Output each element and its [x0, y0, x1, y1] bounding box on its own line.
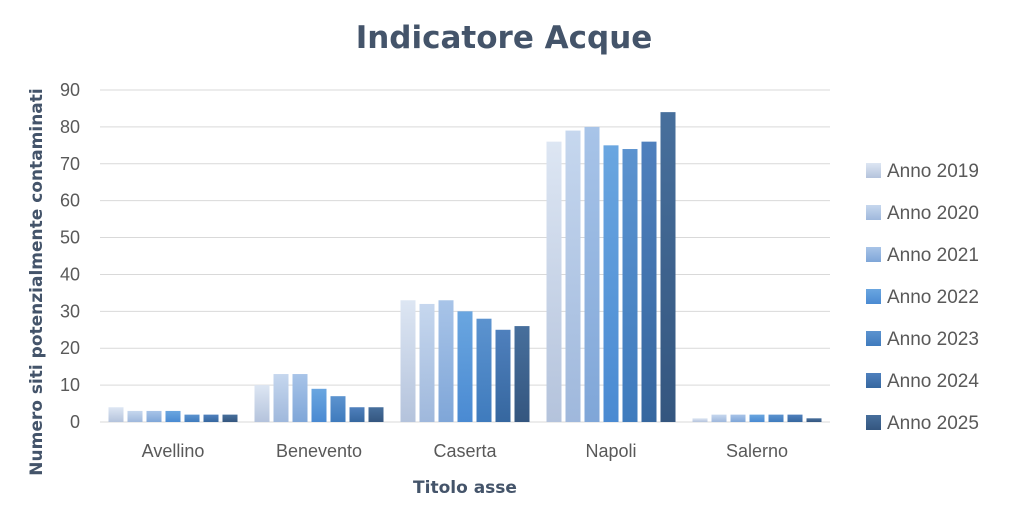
bar-caserta-anno-2025 — [514, 326, 530, 422]
legend-label: Anno 2024 — [887, 371, 979, 392]
y-tick-label: 40 — [60, 264, 80, 284]
legend-label: Anno 2023 — [887, 329, 979, 350]
legend-swatch — [866, 163, 881, 178]
bar-napoli-anno-2019 — [546, 141, 562, 422]
bar-benevento-anno-2025 — [368, 407, 384, 422]
y-tick-label: 90 — [60, 80, 80, 100]
bar-caserta-anno-2019 — [400, 300, 416, 422]
bar-avellino-anno-2020 — [127, 410, 143, 422]
bar-salerno-anno-2023 — [768, 414, 784, 422]
bar-salerno-anno-2025 — [806, 418, 822, 422]
y-axis-title: Numero siti potenzialmente contaminati — [27, 88, 47, 475]
bar-caserta-anno-2020 — [419, 303, 435, 422]
legend-label: Anno 2020 — [887, 203, 979, 224]
bar-avellino-anno-2023 — [184, 414, 200, 422]
bar-avellino-anno-2022 — [165, 410, 181, 422]
x-axis-title: Titolo asse — [413, 478, 517, 498]
x-category-label: Caserta — [433, 441, 497, 461]
bar-salerno-anno-2019 — [692, 418, 708, 422]
legend-swatch — [866, 289, 881, 304]
y-tick-label: 20 — [60, 338, 80, 358]
x-axis-categories: Avellino Benevento Caserta Napoli Salerno — [142, 441, 788, 461]
y-tick-label: 0 — [70, 412, 80, 432]
legend-label: Anno 2019 — [887, 161, 979, 182]
bar-napoli-anno-2023 — [622, 149, 638, 422]
bar-benevento-anno-2023 — [330, 396, 346, 422]
bar-benevento-anno-2022 — [311, 388, 327, 422]
legend-label: Anno 2021 — [887, 245, 979, 266]
legend-label: Anno 2022 — [887, 287, 979, 308]
bar-benevento-anno-2020 — [273, 374, 289, 422]
bar-salerno-anno-2020 — [711, 414, 727, 422]
gridlines — [100, 89, 830, 423]
y-tick-label: 80 — [60, 117, 80, 137]
x-category-label: Salerno — [726, 441, 788, 461]
y-tick-label: 60 — [60, 191, 80, 211]
x-category-label: Avellino — [142, 441, 205, 461]
x-category-label: Napoli — [585, 441, 636, 461]
bar-benevento-anno-2024 — [349, 407, 365, 422]
legend-label: Anno 2025 — [887, 413, 979, 434]
bar-avellino-anno-2019 — [108, 407, 124, 422]
y-axis-ticks: 0 10 20 30 40 50 60 70 80 90 — [60, 80, 80, 432]
y-tick-label: 70 — [60, 154, 80, 174]
bar-avellino-anno-2021 — [146, 410, 162, 422]
bar-benevento-anno-2019 — [254, 385, 270, 422]
y-tick-label: 50 — [60, 228, 80, 248]
legend-swatch — [866, 331, 881, 346]
legend-swatch — [866, 415, 881, 430]
bar-avellino-anno-2025 — [222, 414, 238, 422]
bar-caserta-anno-2022 — [457, 311, 473, 422]
bar-napoli-anno-2022 — [603, 145, 619, 423]
bar-salerno-anno-2024 — [787, 414, 803, 422]
bar-caserta-anno-2023 — [476, 318, 492, 422]
bar-salerno-anno-2022 — [749, 414, 765, 422]
bars — [108, 112, 822, 423]
x-category-label: Benevento — [276, 441, 362, 461]
bar-caserta-anno-2021 — [438, 300, 454, 422]
bar-napoli-anno-2025 — [660, 112, 676, 422]
bar-avellino-anno-2024 — [203, 414, 219, 422]
bar-salerno-anno-2021 — [730, 414, 746, 422]
chart-title: Indicatore Acque — [356, 20, 653, 56]
legend-swatch — [866, 247, 881, 262]
y-tick-label: 10 — [60, 375, 80, 395]
bar-napoli-anno-2024 — [641, 141, 657, 422]
legend: Anno 2019 Anno 2020 Anno 2021 Anno 2022 Anno… — [866, 161, 979, 434]
y-tick-label: 30 — [60, 301, 80, 321]
bar-benevento-anno-2021 — [292, 374, 308, 422]
bar-napoli-anno-2021 — [584, 126, 600, 422]
legend-swatch — [866, 373, 881, 388]
bar-napoli-anno-2020 — [565, 130, 581, 423]
legend-swatch — [866, 205, 881, 220]
bar-caserta-anno-2024 — [495, 329, 511, 422]
